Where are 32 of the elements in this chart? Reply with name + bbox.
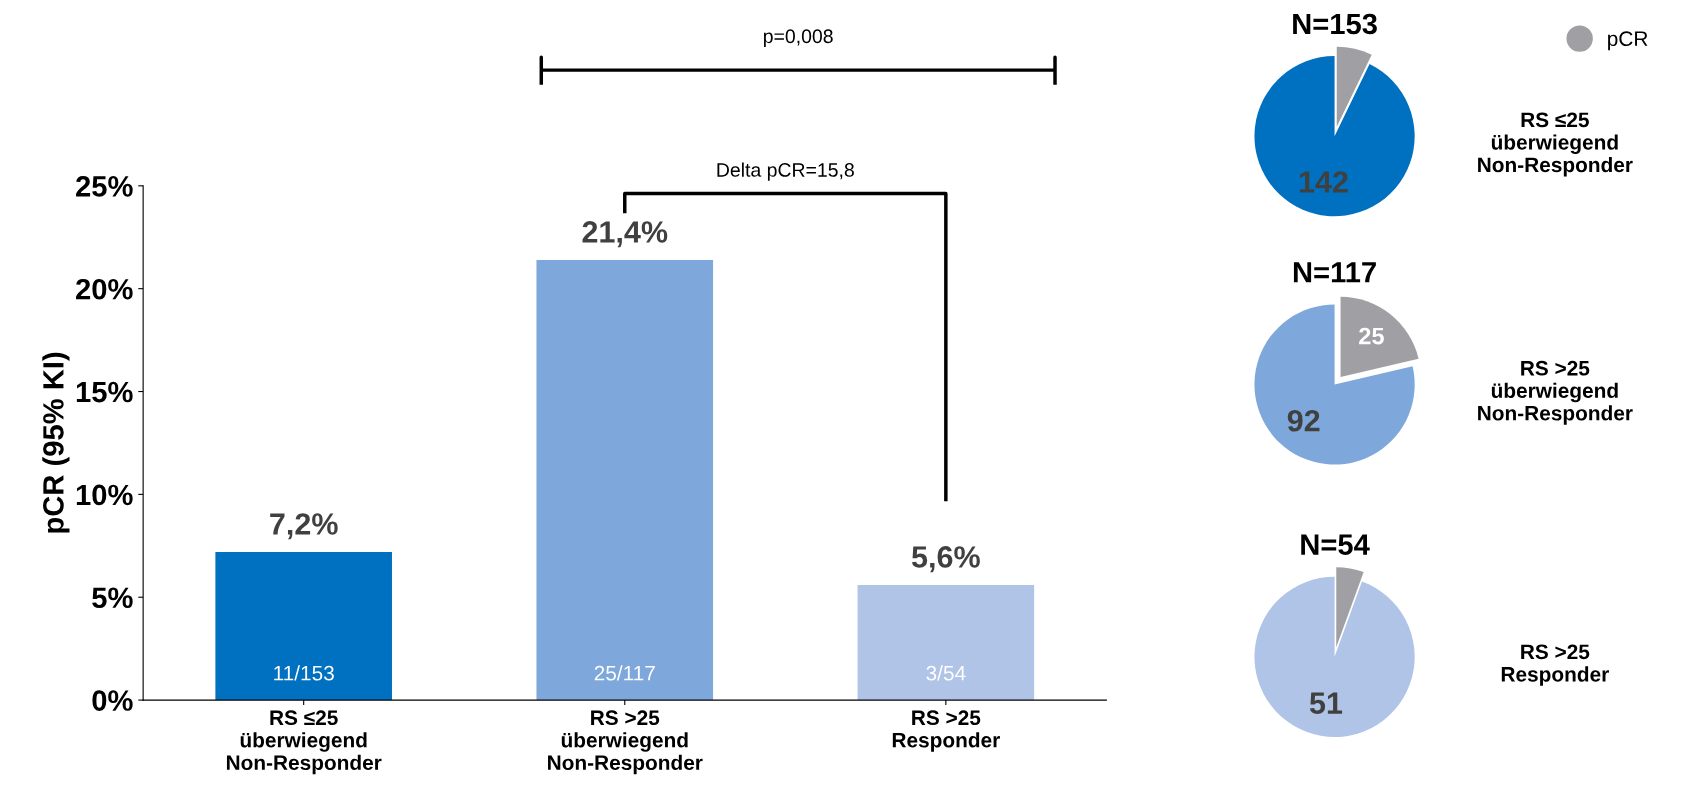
chart-title: N=54	[1301, 534, 1370, 555]
data-label: 7,2%	[270, 513, 338, 540]
annotation: 25/117	[594, 665, 655, 681]
data-label: 5,6%	[911, 546, 980, 573]
annotation: 3/54	[926, 665, 966, 681]
text: Delta pCR=15,8	[717, 162, 854, 181]
y-tick-label: 5%	[92, 587, 133, 609]
x-tick-label: RS >25 überwiegend Non-Responder	[548, 710, 703, 775]
bar	[857, 584, 1035, 701]
data-label: 21,4%	[582, 221, 668, 248]
text: RS >25 Responder	[1501, 644, 1609, 686]
text: RS ≤25 überwiegend Non-Responder	[1478, 112, 1633, 177]
chart-title: N=153	[1293, 13, 1377, 35]
legend-label: pCR	[1608, 31, 1648, 51]
text: p=0,008	[763, 29, 833, 47]
y-tick-label: 20%	[76, 278, 133, 300]
data-label: 92	[1287, 409, 1320, 432]
y-tick-label: 15%	[76, 381, 133, 403]
bar	[536, 259, 714, 701]
bar	[215, 551, 392, 701]
chart-title: N=117	[1293, 262, 1376, 283]
x-tick-label: RS ≤25 überwiegend Non-Responder	[226, 710, 382, 775]
y-tick-label: 10%	[76, 484, 133, 506]
x-tick-label: RS >25 Responder	[892, 710, 1000, 752]
y-tick-label: 0%	[92, 690, 133, 711]
y-axis-title: pCR (95% KI)	[42, 352, 70, 533]
annotation: 11/153	[274, 665, 334, 681]
text: RS >25 überwiegend Non-Responder	[1478, 360, 1633, 425]
y-tick-label: 25%	[76, 176, 133, 197]
data-label: 51	[1309, 692, 1343, 714]
data-label: 142	[1299, 171, 1348, 193]
data-label: 25	[1359, 327, 1384, 345]
